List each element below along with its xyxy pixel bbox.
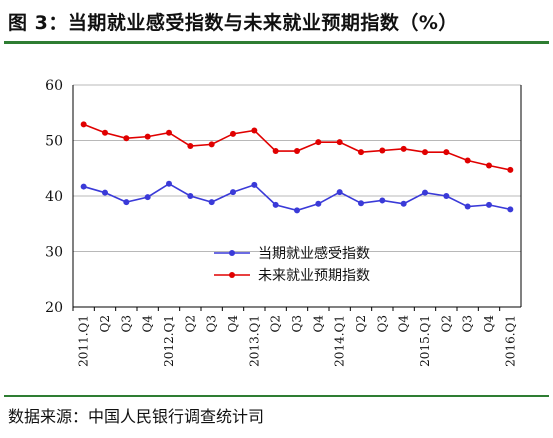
data-point [144,194,151,201]
data-point [123,199,130,206]
data-point [400,145,407,152]
data-point [507,206,514,213]
y-tick-labels: 20 30 40 50 60 [45,78,63,316]
x-tick-label: Q2 [354,315,368,332]
data-point [187,143,194,150]
source-note: 数据来源：中国人民银行调查统计司 [8,407,265,426]
data-point [102,129,108,136]
data-point [400,200,407,207]
legend-label: 未来就业预期指数 [258,268,370,284]
x-tick-label: 2015.Q1 [418,315,432,367]
data-point [272,201,279,208]
data-point [358,200,364,207]
x-tick-labels: 2011.Q1 Q2 Q3 Q4 2012.Q1 Q2 Q3 Q4 2013.Q1 Q2 Q3 Q4 2… [77,315,518,367]
data-point [315,200,322,207]
x-tick-label: 2013.Q1 [247,315,261,367]
x-tick-label: 2016.Q1 [503,315,517,367]
data-point [187,193,194,199]
data-point [443,149,450,156]
x-tick-label: Q3 [375,315,389,332]
x-tick-label: 2014.Q1 [333,315,347,367]
data-point [294,148,300,155]
data-point [230,189,236,196]
data-point [294,207,300,214]
data-point [336,189,343,196]
data-point [336,139,343,146]
data-point [486,201,492,208]
data-point [486,162,492,169]
data-point [315,139,322,146]
y-tick-label: 50 [45,134,63,150]
legend-marker [229,272,235,278]
data-point [102,189,108,196]
data-point [166,180,172,187]
data-point [208,199,215,206]
x-tick-label: Q2 [98,315,112,332]
y-tick-label: 20 [45,300,63,316]
y-tick-label: 30 [45,245,63,261]
data-point [507,166,514,173]
grid-lines [73,84,521,252]
data-point [358,149,364,156]
x-tick-label: Q3 [119,315,133,332]
y-tick-label: 40 [45,189,63,205]
x-tick-label: Q2 [439,315,453,332]
data-point [379,197,386,204]
data-point [379,147,386,154]
x-tick-label: Q4 [311,315,325,333]
x-tick-label: Q2 [183,315,197,332]
data-point [166,129,172,136]
x-tick-label: 2012.Q1 [162,315,176,367]
axes [72,85,522,311]
data-point [422,189,428,196]
chart-title: 图 3：当期就业感受指数与未来就业预期指数（%） [8,12,458,34]
y-tick-label: 60 [45,78,63,94]
data-point [251,127,258,134]
data-point [80,183,87,190]
footer-rule [4,395,549,397]
data-point [422,149,428,156]
x-tick-label: 2011.Q1 [77,315,91,367]
data-point [464,203,471,210]
x-tick-label: Q4 [226,315,240,333]
legend-marker [229,250,235,256]
data-point [443,193,450,199]
x-tick-label: Q2 [269,315,283,332]
data-point [230,130,236,137]
data-point [208,141,215,148]
data-point [80,121,87,128]
x-tick-label: Q3 [290,315,304,332]
x-tick-label: Q3 [205,315,219,332]
data-point [464,157,471,164]
series-lines [80,121,514,214]
data-point [272,148,279,155]
x-tick-label: Q4 [482,315,496,333]
title-rule [4,41,549,44]
series-line [83,123,511,171]
legend-label: 当期就业感受指数 [258,245,370,262]
data-point [251,181,258,188]
x-tick-label: Q4 [397,315,411,333]
data-point [123,135,130,142]
x-tick-label: Q4 [141,315,155,333]
data-point [144,133,151,140]
x-tick-label: Q3 [461,315,475,332]
